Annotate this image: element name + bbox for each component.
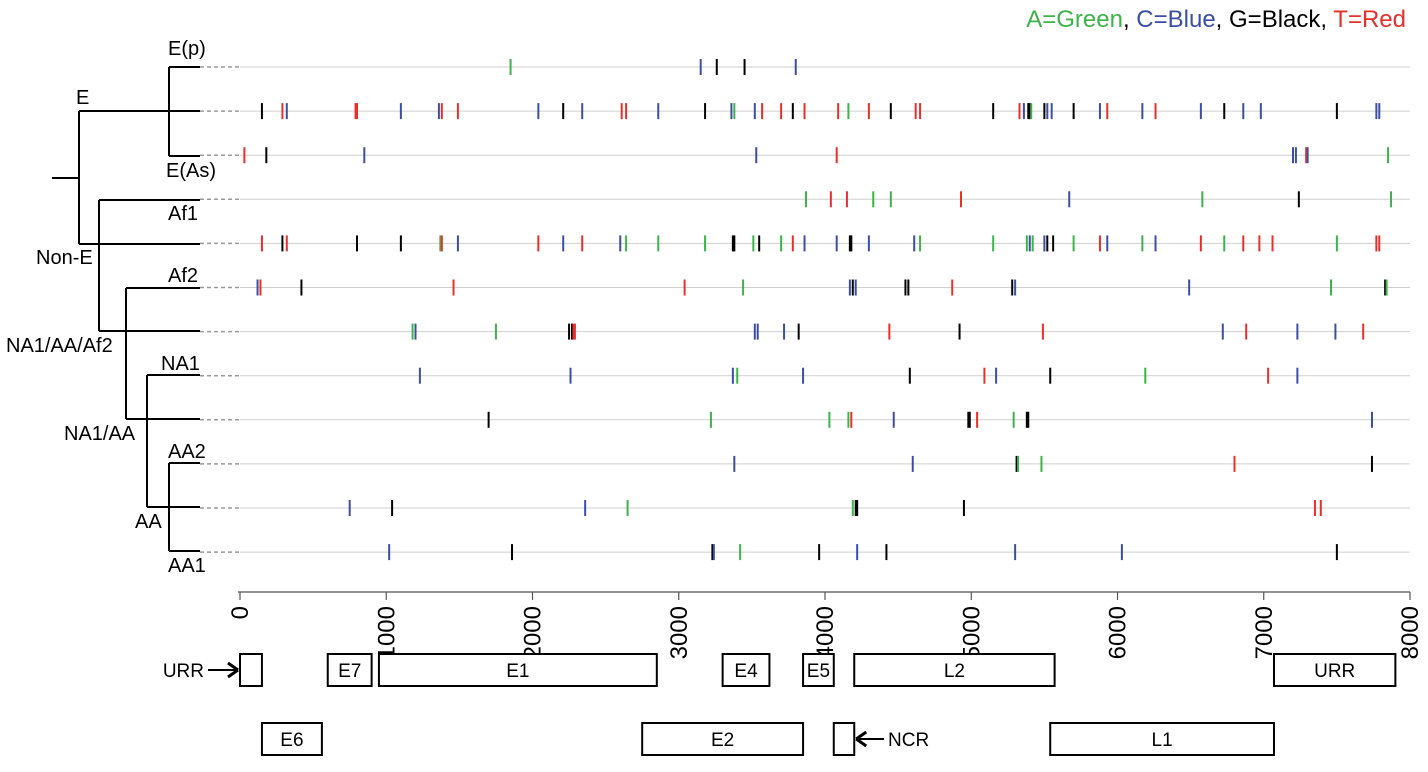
gene-label: E6 [280,730,303,751]
x-tick-label: 0 [227,606,254,619]
legend-item: A=Green [1026,6,1123,33]
gene-box [853,653,1056,687]
label-af1: Af1 [168,203,198,225]
label-aa1: AA1 [168,555,206,577]
x-tick-label: 8000 [1397,606,1424,659]
label-aa: AA [135,511,162,533]
gene-box [239,653,263,687]
label-na1-aa: NA1/AA [64,423,136,445]
gene-box [377,653,658,687]
gene-label: L2 [944,661,965,682]
arrow-label: NCR [888,730,929,751]
legend: A=Green, C=Blue, G=Black, T=Red [1026,6,1406,33]
legend-item: C=Blue [1136,6,1215,33]
phylogenetic-tree: E(p) E E(As) Af1 Non-E Af2 NA1/AA/Af2 NA… [6,38,216,577]
gene-box [1272,653,1397,687]
x-tick-label: 3000 [666,606,693,659]
gene-map: E7 E1 E4 E5 L2 URR E6 E2 L1 URR NCR [163,653,1397,756]
label-e-p: E(p) [168,38,206,60]
gene-box [721,653,771,687]
label-af2: Af2 [168,265,198,287]
label-e: E [76,87,89,109]
gene-box [802,653,835,687]
legend-item: , [1123,6,1136,33]
gene-box [832,722,856,756]
gene-label: E4 [734,661,758,682]
gene-box [326,653,373,687]
x-tick-label: 6000 [1105,606,1132,659]
legend-item: , [1216,6,1229,33]
x-tick-label: 4000 [812,606,839,659]
label-na1: NA1 [161,353,200,375]
label-non-e: Non-E [36,247,93,269]
gene-label: E1 [506,661,529,682]
gene-label: E2 [711,730,734,751]
gene-label: URR [1314,661,1355,682]
track-lines [200,66,1410,553]
x-tick-label: 7000 [1251,606,1278,659]
x-axis: 0 1000 2000 3000 4000 5000 6000 7000 8000 [227,591,1424,659]
gene-box [1049,722,1275,756]
x-tick-label: 5000 [958,606,985,659]
gene-label: E7 [338,661,361,682]
x-tick-label: 2000 [520,606,547,659]
gene-box [641,722,805,756]
label-aa2: AA2 [168,441,206,463]
gene-label: L1 [1152,730,1173,751]
label-e-as: E(As) [166,160,216,182]
gene-box [260,722,323,756]
arrow-head [227,661,239,679]
legend-item: , [1320,6,1333,33]
legend-item: G=Black [1229,6,1321,33]
gene-label: E5 [807,661,830,682]
arrow-label: URR [163,661,204,682]
x-tick-label: 1000 [373,606,400,659]
legend-item: T=Red [1333,6,1406,33]
arrow-head [855,730,868,748]
label-na1-aa-af2: NA1/AA/Af2 [6,335,113,357]
mutation-marks [243,59,1392,561]
